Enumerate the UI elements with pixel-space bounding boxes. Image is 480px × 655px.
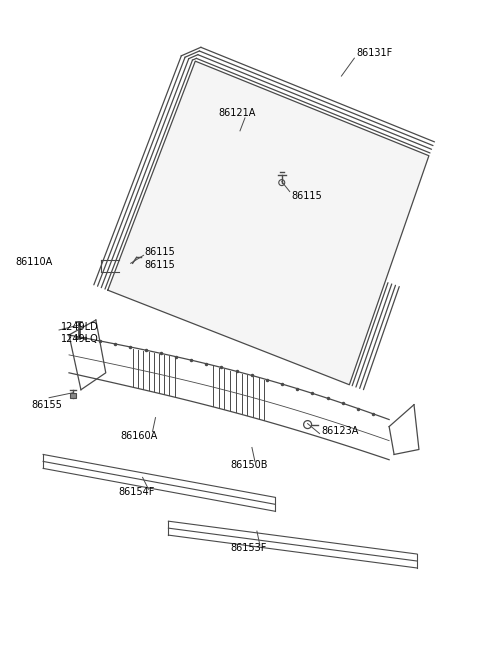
Text: 86154F: 86154F [119, 487, 155, 497]
Text: 86121A: 86121A [218, 108, 255, 118]
Text: 86115: 86115 [144, 248, 175, 257]
Text: 86150B: 86150B [230, 460, 267, 470]
Text: 86110A: 86110A [15, 257, 52, 267]
Text: 86115: 86115 [292, 191, 323, 200]
Text: 1249LD: 1249LD [61, 322, 99, 332]
Bar [70, 393, 76, 398]
Text: 86160A: 86160A [120, 430, 158, 441]
Text: 86123A: 86123A [322, 426, 359, 436]
Text: 86115: 86115 [144, 260, 175, 271]
Text: 86131F: 86131F [356, 48, 393, 58]
Text: 1249LQ: 1249LQ [61, 334, 99, 344]
Polygon shape [108, 61, 429, 384]
Text: 86155: 86155 [31, 400, 62, 409]
Text: 86153F: 86153F [230, 543, 266, 553]
